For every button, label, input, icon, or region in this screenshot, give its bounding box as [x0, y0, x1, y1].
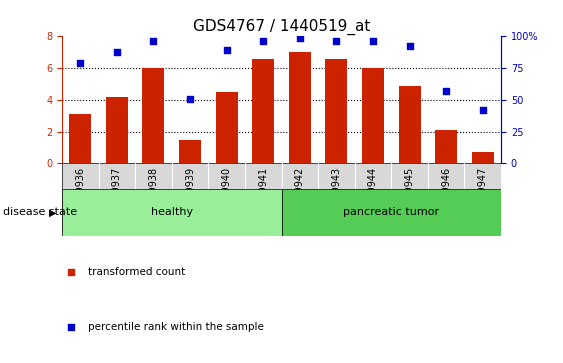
- Text: GSM1159941: GSM1159941: [258, 167, 268, 232]
- Point: [405, 44, 414, 49]
- Text: percentile rank within the sample: percentile rank within the sample: [88, 322, 264, 333]
- Text: GSM1159947: GSM1159947: [478, 167, 488, 232]
- Point: [222, 47, 231, 53]
- Point: [66, 325, 75, 330]
- Bar: [399, 86, 421, 163]
- Bar: [216, 92, 238, 163]
- Point: [75, 60, 84, 66]
- Bar: [282, 189, 501, 236]
- Text: disease state: disease state: [3, 207, 81, 217]
- Text: GSM1159937: GSM1159937: [112, 167, 122, 232]
- Text: GSM1159938: GSM1159938: [149, 167, 158, 232]
- Point: [368, 38, 377, 44]
- Title: GDS4767 / 1440519_at: GDS4767 / 1440519_at: [193, 19, 370, 35]
- Point: [442, 88, 451, 94]
- Bar: [142, 68, 164, 163]
- Point: [112, 49, 122, 54]
- Bar: [289, 52, 311, 163]
- Text: GSM1159939: GSM1159939: [185, 167, 195, 232]
- Point: [478, 107, 487, 113]
- Point: [185, 95, 195, 101]
- Text: GSM1159936: GSM1159936: [75, 167, 85, 232]
- Text: transformed count: transformed count: [88, 266, 186, 277]
- Text: GSM1159944: GSM1159944: [368, 167, 378, 232]
- Point: [66, 269, 75, 274]
- Point: [296, 34, 305, 40]
- Text: GSM1159940: GSM1159940: [222, 167, 231, 232]
- Text: pancreatic tumor: pancreatic tumor: [343, 207, 439, 217]
- Text: GSM1159945: GSM1159945: [405, 167, 414, 232]
- Text: ▶: ▶: [49, 207, 56, 217]
- Bar: [325, 58, 347, 163]
- Bar: [62, 189, 282, 236]
- Bar: [69, 114, 91, 163]
- Bar: [472, 152, 494, 163]
- Bar: [252, 58, 274, 163]
- Bar: [435, 130, 457, 163]
- Text: GSM1159942: GSM1159942: [295, 167, 305, 232]
- Point: [258, 38, 268, 44]
- Point: [149, 38, 158, 44]
- Text: GSM1159946: GSM1159946: [441, 167, 451, 232]
- Bar: [179, 139, 201, 163]
- Bar: [106, 97, 128, 163]
- Bar: [362, 68, 384, 163]
- Text: GSM1159943: GSM1159943: [332, 167, 341, 232]
- Point: [332, 38, 341, 44]
- Text: healthy: healthy: [151, 207, 193, 217]
